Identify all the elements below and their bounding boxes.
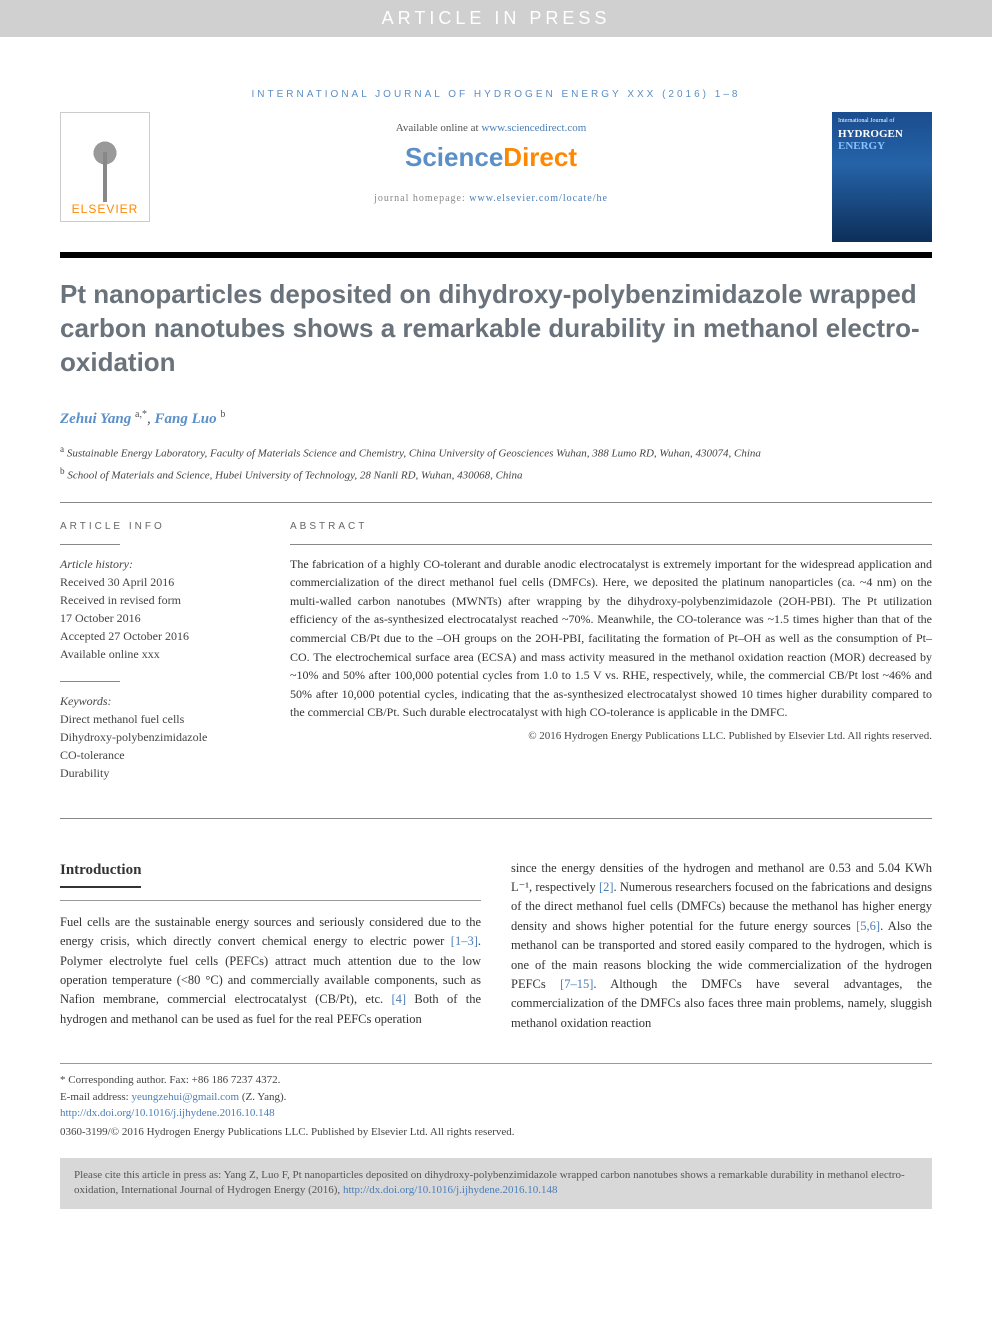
abstract-label: ABSTRACT — [290, 521, 932, 532]
cover-title-2: ENERGY — [838, 140, 926, 152]
history-online: Available online xxx — [60, 645, 260, 663]
journal-homepage-text: journal homepage: www.elsevier.com/locat… — [170, 193, 812, 204]
thin-rule-1 — [60, 502, 932, 503]
intro-para-left: Fuel cells are the sustainable energy so… — [60, 913, 481, 1029]
homepage-prefix: journal homepage: — [374, 193, 469, 204]
email-label: E-mail address: — [60, 1091, 131, 1103]
intro-heading: Introduction — [60, 859, 141, 888]
available-online-text: Available online at www.sciencedirect.co… — [170, 122, 812, 134]
history-revised-1: Received in revised form — [60, 591, 260, 609]
ref-link-1[interactable]: [1–3] — [451, 934, 478, 948]
article-history-block: Article history: Received 30 April 2016 … — [60, 555, 260, 663]
journal-header-line: INTERNATIONAL JOURNAL OF HYDROGEN ENERGY… — [60, 89, 932, 100]
ref-link-4[interactable]: [5,6] — [856, 919, 880, 933]
elsevier-text: ELSEVIER — [72, 202, 139, 216]
doi-link[interactable]: http://dx.doi.org/10.1016/j.ijhydene.201… — [60, 1107, 275, 1119]
affiliation-a: a Sustainable Energy Laboratory, Faculty… — [60, 443, 932, 462]
article-title: Pt nanoparticles deposited on dihydroxy-… — [60, 278, 932, 379]
author-1-name: Zehui Yang — [60, 411, 131, 427]
history-revised-2: 17 October 2016 — [60, 609, 260, 627]
intro-para-right: since the energy densities of the hydrog… — [511, 859, 932, 1033]
affiliation-b: b School of Materials and Science, Hubei… — [60, 465, 932, 484]
intro-row: Introduction Fuel cells are the sustaina… — [60, 859, 932, 1033]
author-1-sup: a,* — [135, 409, 147, 420]
sciencedirect-logo: ScienceDirect — [170, 142, 812, 173]
article-in-press-banner: ARTICLE IN PRESS — [0, 0, 992, 37]
intro-heading-wrap: Introduction — [60, 859, 481, 901]
journal-cover-thumbnail: International Journal of HYDROGEN ENERGY — [832, 112, 932, 242]
elsevier-tree-icon — [75, 132, 135, 202]
keywords-header: Keywords: — [60, 692, 260, 710]
cover-title-1: HYDROGEN — [838, 128, 926, 140]
intro-column-right: since the energy densities of the hydrog… — [511, 859, 932, 1033]
abstract-col-rule — [290, 544, 932, 545]
keyword-4: Durability — [60, 764, 260, 782]
journal-homepage-link[interactable]: www.elsevier.com/locate/he — [469, 193, 608, 204]
keyword-3: CO-tolerance — [60, 746, 260, 764]
header-row: ELSEVIER Available online at www.science… — [60, 112, 932, 242]
affil-a-text: Sustainable Energy Laboratory, Faculty o… — [67, 448, 761, 460]
footer-copyright: 0360-3199/© 2016 Hydrogen Energy Publica… — [60, 1124, 932, 1141]
article-info-column: ARTICLE INFO Article history: Received 3… — [60, 521, 260, 800]
history-header: Article history: — [60, 555, 260, 573]
author-2-sup: b — [220, 409, 225, 420]
email-line: E-mail address: yeungzehui@gmail.com (Z.… — [60, 1089, 932, 1106]
abstract-text: The fabrication of a highly CO-tolerant … — [290, 555, 932, 722]
cover-journal-line: International Journal of — [838, 118, 926, 124]
ref-link-2[interactable]: [4] — [391, 992, 406, 1006]
info-col-rule-2 — [60, 681, 120, 682]
author-2-name: Fang Luo — [154, 411, 216, 427]
info-col-rule — [60, 544, 120, 545]
ref-link-5[interactable]: [7–15] — [560, 977, 593, 991]
info-abstract-row: ARTICLE INFO Article history: Received 3… — [60, 521, 932, 800]
elsevier-logo: ELSEVIER — [60, 112, 150, 222]
affil-b-sup: b — [60, 466, 65, 476]
history-received: Received 30 April 2016 — [60, 573, 260, 591]
email-suffix: (Z. Yang). — [239, 1091, 286, 1103]
sciencedirect-link[interactable]: www.sciencedirect.com — [481, 122, 586, 134]
sd-science-text: Science — [405, 142, 503, 172]
corresponding-author: * Corresponding author. Fax: +86 186 723… — [60, 1072, 932, 1089]
keyword-1: Direct methanol fuel cells — [60, 710, 260, 728]
header-center: Available online at www.sciencedirect.co… — [170, 112, 812, 204]
footer-block: * Corresponding author. Fax: +86 186 723… — [60, 1063, 932, 1140]
thin-rule-2 — [60, 818, 932, 819]
intro-column-left: Introduction Fuel cells are the sustaina… — [60, 859, 481, 1033]
affil-b-text: School of Materials and Science, Hubei U… — [67, 469, 522, 481]
sd-direct-text: Direct — [503, 142, 577, 172]
history-accepted: Accepted 27 October 2016 — [60, 627, 260, 645]
keywords-block: Keywords: Direct methanol fuel cells Dih… — [60, 692, 260, 782]
intro-l-pre: Fuel cells are the sustainable energy so… — [60, 915, 481, 948]
thick-rule — [60, 252, 932, 258]
ref-link-3[interactable]: [2] — [599, 880, 614, 894]
authors-line: Zehui Yang a,*, Fang Luo b — [60, 409, 932, 428]
cite-box-doi-link[interactable]: http://dx.doi.org/10.1016/j.ijhydene.201… — [343, 1184, 558, 1196]
email-link[interactable]: yeungzehui@gmail.com — [131, 1091, 239, 1103]
cite-box: Please cite this article in press as: Ya… — [60, 1158, 932, 1209]
keyword-2: Dihydroxy-polybenzimidazole — [60, 728, 260, 746]
abstract-copyright: © 2016 Hydrogen Energy Publications LLC.… — [290, 730, 932, 742]
affil-a-sup: a — [60, 444, 64, 454]
available-prefix: Available online at — [396, 122, 482, 134]
abstract-column: ABSTRACT The fabrication of a highly CO-… — [290, 521, 932, 800]
article-info-label: ARTICLE INFO — [60, 521, 260, 532]
